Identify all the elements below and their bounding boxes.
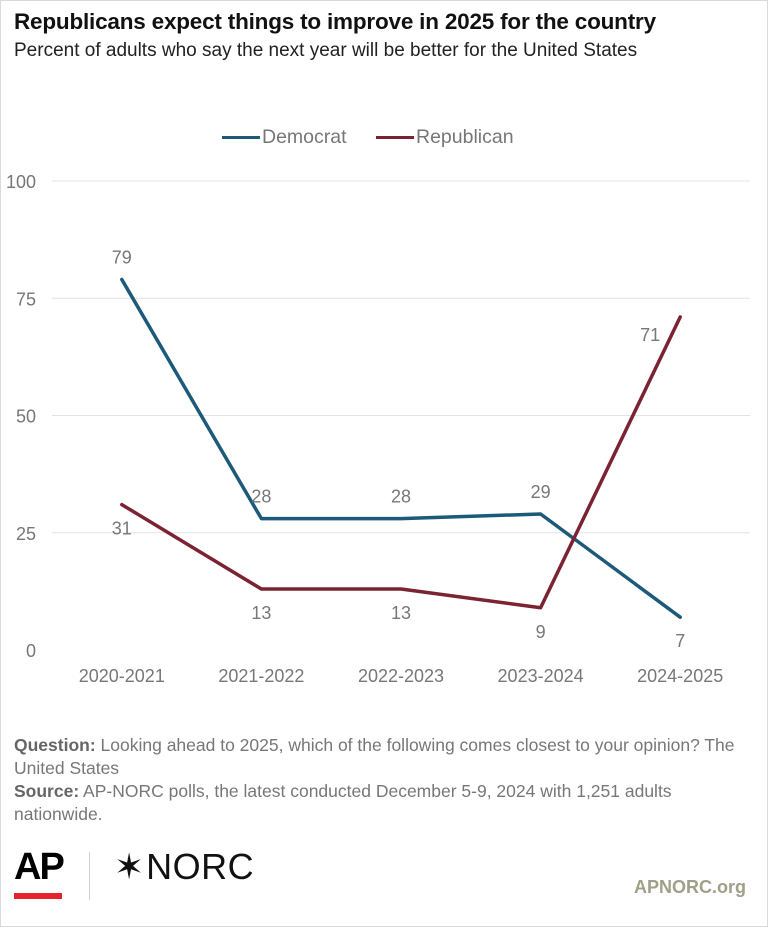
chart-subtitle: Percent of adults who say the next year … [14, 40, 638, 61]
source-label: Source: [14, 781, 80, 801]
data-label-democrat-2024-2025: 7 [675, 631, 685, 651]
legend-label-republican: Republican [416, 126, 514, 148]
y-tick-label-25: 25 [16, 524, 36, 544]
line-chart: 0 25 50 75 100 2020-2021 2021-2022 2022-2023 202… [6, 172, 750, 686]
chart-notes: Question: Looking ahead to 2025, which o… [14, 734, 744, 826]
data-label-republican-2022-2023: 13 [391, 603, 411, 623]
x-tick-label-2020-2021: 2020-2021 [79, 666, 165, 686]
x-tick-label-2022-2023: 2022-2023 [358, 666, 444, 686]
x-tick-label-2024-2025: 2024-2025 [637, 666, 723, 686]
legend-label-democrat: Democrat [262, 126, 347, 148]
legend: Democrat Republican [0, 126, 768, 150]
legend-item-democrat: Democrat [222, 126, 347, 149]
y-tick-label-75: 75 [16, 289, 36, 309]
norc-logo-text: NORC [146, 846, 255, 887]
y-tick-label-50: 50 [16, 407, 36, 427]
question-label: Question: [14, 735, 96, 755]
legend-swatch-republican [376, 135, 414, 140]
source-note: Source: AP-NORC polls, the latest conduc… [14, 780, 744, 826]
data-label-republican-2024-2025: 71 [640, 325, 660, 345]
series-line-republican [120, 315, 682, 610]
source-text: AP-NORC polls, the latest conducted Dece… [14, 781, 672, 824]
footer-url: APNORC.org [634, 877, 746, 897]
chart-title: Republicans expect things to improve in … [14, 9, 656, 34]
norc-star-icon: ✶ [114, 846, 145, 887]
ap-logo: AP [14, 846, 65, 904]
data-label-democrat-2022-2023: 28 [391, 487, 411, 507]
data-label-democrat-2021-2022: 28 [251, 487, 271, 507]
data-label-republican-2020-2021: 31 [112, 519, 132, 539]
question-note: Question: Looking ahead to 2025, which o… [14, 734, 744, 780]
data-label-republican-2021-2022: 13 [251, 603, 271, 623]
x-tick-label-2021-2022: 2021-2022 [218, 666, 304, 686]
data-label-democrat-2020-2021: 79 [112, 247, 132, 267]
x-tick-label-2023-2024: 2023-2024 [498, 666, 584, 686]
y-tick-label-100: 100 [6, 172, 36, 192]
footer-divider [89, 852, 90, 900]
data-label-democrat-2023-2024: 29 [531, 482, 551, 502]
norc-logo: ✶ NORC [114, 848, 254, 886]
legend-item-republican: Republican [376, 126, 514, 149]
ap-logo-text: AP [14, 846, 65, 888]
data-label-republican-2023-2024: 9 [536, 622, 546, 642]
y-tick-label-0: 0 [26, 641, 36, 661]
ap-logo-bar [14, 893, 62, 899]
question-text: Looking ahead to 2025, which of the foll… [14, 735, 735, 778]
legend-swatch-democrat [222, 135, 260, 140]
series-line-democrat [120, 277, 682, 619]
